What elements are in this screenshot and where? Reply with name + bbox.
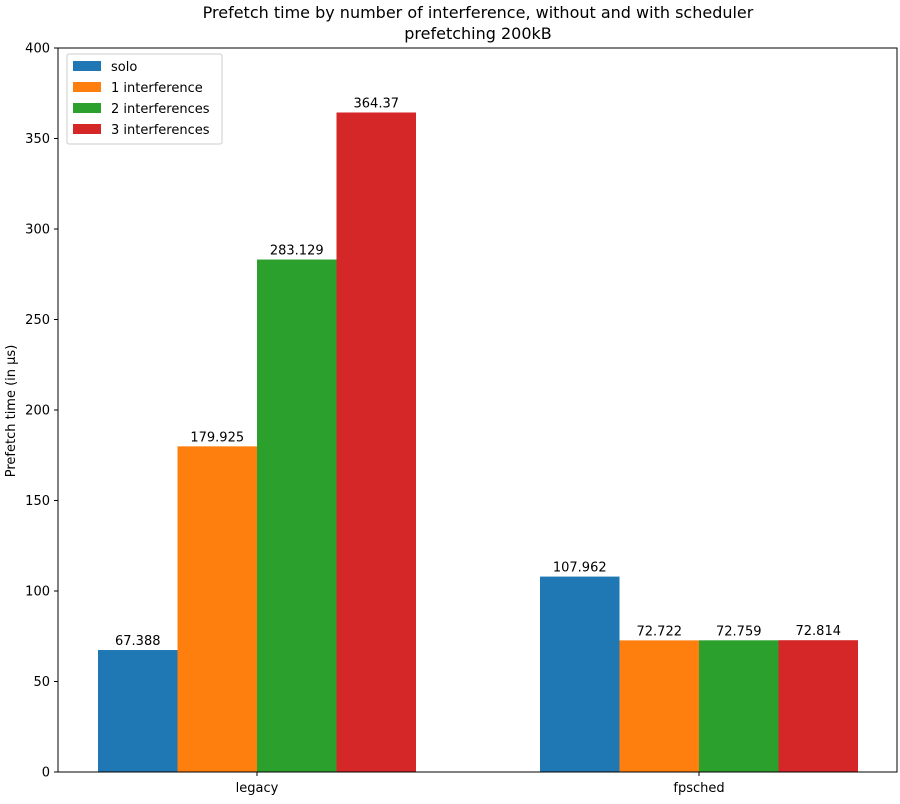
bar-1-interference-legacy xyxy=(177,446,257,772)
legend-entry: 2 interferences xyxy=(111,102,210,117)
x-tick-label: fpsched xyxy=(673,781,724,796)
bar-3-interferences-legacy xyxy=(336,112,416,773)
plot-area: 67.388 107.962 179.925 72.722 283.129 72.759 3… xyxy=(25,42,898,796)
data-label: 72.759 xyxy=(716,624,762,639)
chart-subtitle: prefetching 200kB xyxy=(404,24,552,43)
y-tick-label: 50 xyxy=(33,675,50,690)
legend-swatch xyxy=(73,61,101,71)
bar-1-interference-fpsched xyxy=(619,640,699,772)
data-label: 67.388 xyxy=(115,634,161,649)
y-tick-label: 300 xyxy=(25,223,50,238)
data-label: 179.925 xyxy=(190,430,244,445)
y-tick-label: 200 xyxy=(25,404,50,419)
legend-entry: 1 interference xyxy=(111,81,203,96)
y-tick-label: 400 xyxy=(25,42,50,57)
legend-box xyxy=(66,53,223,145)
bar-solo-fpsched xyxy=(540,576,620,772)
y-tick-label: 250 xyxy=(25,313,50,328)
bar-solo-legacy xyxy=(98,650,178,772)
data-label: 283.129 xyxy=(270,244,324,259)
x-tick-label: legacy xyxy=(236,781,279,796)
legend-entry: solo xyxy=(111,60,137,75)
data-label: 72.722 xyxy=(637,624,683,639)
legend-swatch xyxy=(73,82,101,92)
y-tick-label: 150 xyxy=(25,494,50,509)
chart-title: Prefetch time by number of interference,… xyxy=(203,3,754,22)
y-axis-label: Prefetch time (in µs) xyxy=(4,345,19,478)
bar-3-interferences-fpsched xyxy=(778,640,858,772)
data-label: 72.814 xyxy=(796,624,842,639)
y-tick-label: 350 xyxy=(25,132,50,147)
data-label: 107.962 xyxy=(553,561,607,576)
data-label: 364.37 xyxy=(354,96,400,111)
bar-2-interferences-fpsched xyxy=(699,640,779,772)
legend-swatch xyxy=(73,103,101,113)
y-tick-label: 100 xyxy=(25,585,50,600)
legend-swatch xyxy=(73,124,101,134)
bar-2-interferences-legacy xyxy=(257,259,337,772)
legend-entry: 3 interferences xyxy=(111,123,210,138)
y-tick-label: 0 xyxy=(42,766,50,781)
